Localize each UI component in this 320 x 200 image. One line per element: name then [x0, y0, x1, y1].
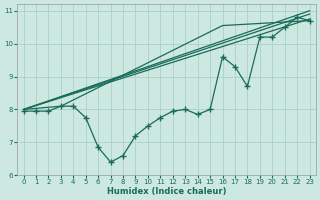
- X-axis label: Humidex (Indice chaleur): Humidex (Indice chaleur): [107, 187, 226, 196]
